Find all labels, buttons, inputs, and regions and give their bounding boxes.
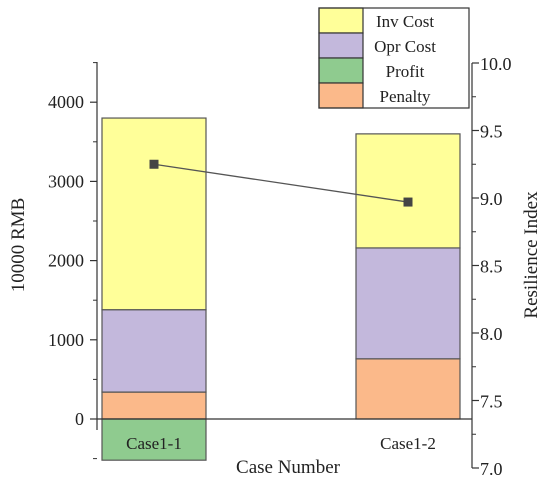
legend-label-penalty: Penalty [380,87,431,106]
bar-case1-1-penalty [101,391,207,420]
legend-label-opr-cost: Opr Cost [374,37,436,56]
resilience-point [403,197,413,207]
bar-case1-2-penalty [355,358,461,420]
y-right-tick-label: 8.5 [480,257,503,277]
legend-swatch-opr-cost [318,32,364,59]
legend-swatch-penalty [318,82,364,109]
bar-case1-1-opr-cost [101,309,207,393]
resilience-line-layer [149,159,413,207]
y-left-tick-label: 4000 [48,92,84,112]
bar-case1-1-inv-cost [101,117,207,311]
y-right-tick-label: 7.0 [480,459,503,479]
y-right-tick-label: 10.0 [480,54,512,74]
y-left-tick-label: 0 [75,409,84,429]
legend-label-inv-cost: Inv Cost [376,12,434,31]
resilience-line [153,163,409,203]
legend: Inv Cost Opr Cost Profit Penalty [318,7,470,109]
legend-label-profit: Profit [386,62,425,81]
y-axis-right-label: Resilience Index [521,191,542,319]
axes-layer: Case1-1 Case1-2 0 1000 2000 3000 4000 7.0 7.5 8.0… [48,54,512,479]
resilience-point [149,159,159,169]
y-right-tick-label: 7.5 [480,392,503,412]
bars-layer [101,117,461,461]
x-tick-label: Case1-1 [126,434,182,453]
y-right-tick-label: 8.0 [480,324,503,344]
legend-swatch-profit [318,57,364,84]
y-axis-left-label: 10000 RMB [8,198,29,293]
legend-swatch-inv-cost [318,7,364,34]
bar-case1-1-profit [101,418,207,461]
bar-case1-2-inv-cost [355,133,461,249]
y-left-tick-label: 1000 [48,330,84,350]
y-right-tick-label: 9.0 [480,189,503,209]
y-left-tick-label: 3000 [48,171,84,191]
x-tick-label: Case1-2 [380,434,436,453]
y-right-tick-label: 9.5 [480,122,503,142]
y-left-tick-label: 2000 [48,251,84,271]
bar-case1-2-opr-cost [355,247,461,360]
legend-frame [318,7,470,109]
x-axis-label: Case Number [236,457,341,478]
